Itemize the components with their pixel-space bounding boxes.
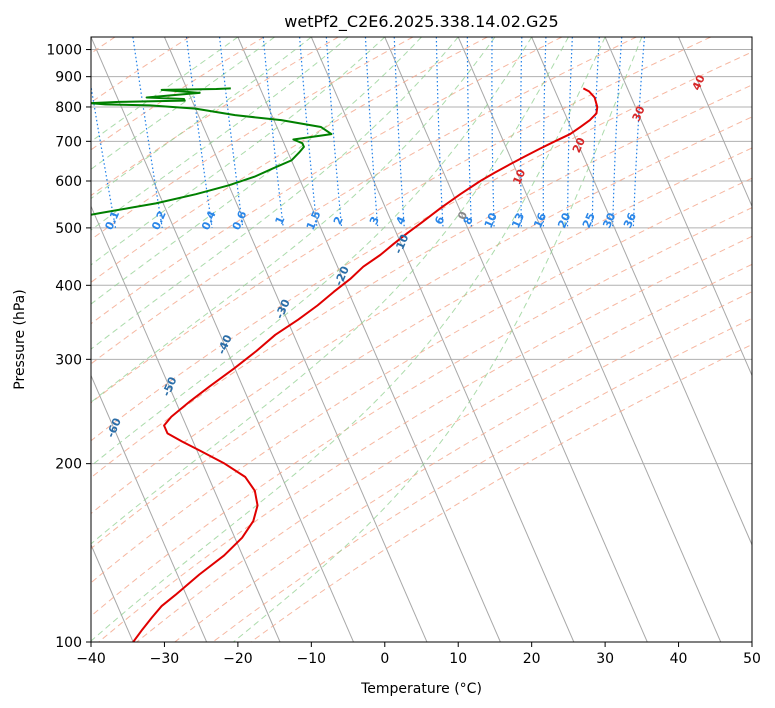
y-tick-label: 200	[55, 457, 82, 473]
x-axis-label: Temperature (°C)	[360, 681, 482, 697]
moist-adiabat-line	[91, 37, 496, 403]
moist-adiabat-line	[233, 37, 643, 642]
moist-adiabat-line	[91, 37, 239, 143]
isotherm-label: 10	[510, 167, 528, 187]
dry-adiabat-line	[91, 207, 752, 617]
x-tick-label: 40	[670, 651, 688, 667]
y-tick-label: 300	[55, 352, 82, 368]
y-tick-label: 900	[55, 70, 82, 86]
y-tick-label: 400	[55, 278, 82, 294]
moist-adiabat-line	[91, 37, 386, 266]
x-tick-label: −30	[150, 651, 180, 667]
mixing-ratio-label: 10	[482, 211, 500, 231]
mixing-ratio-label: 16	[531, 211, 549, 231]
y-tick-label: 800	[55, 100, 82, 116]
dry-adiabat-line	[91, 147, 752, 550]
isotherm-line	[678, 37, 752, 208]
dry-adiabat-line	[91, 37, 637, 365]
moist-adiabat-line	[91, 37, 533, 467]
dry-adiabat-line	[174, 291, 752, 642]
plot-frame	[90, 36, 753, 643]
mixing-ratio-line	[325, 37, 343, 228]
moist-adiabat-lines	[91, 37, 643, 642]
x-tick-label: 20	[523, 651, 541, 667]
x-tick-label: 0	[380, 651, 389, 667]
sounding-series	[91, 87, 599, 642]
mixing-ratio-label: 20	[555, 211, 573, 231]
dry-adiabat-line	[91, 177, 752, 584]
moist-adiabat-line	[91, 37, 459, 350]
mixing-ratio-lines	[91, 37, 646, 229]
mixing-ratio-line	[132, 37, 163, 228]
mixing-ratio-label: 13	[509, 211, 527, 230]
y-axis-label: Pressure (hPa)	[12, 289, 28, 389]
y-tick-label: 1000	[46, 43, 82, 59]
x-tick-label: 50	[743, 651, 761, 667]
moist-adiabat-line	[91, 37, 312, 200]
dry-adiabat-line	[98, 235, 752, 642]
isotherm-line	[163, 37, 428, 642]
plot-area: 0.10.20.40.611.52346810131620253036-100-…	[91, 37, 752, 642]
x-axis-ticks: −40 −30 −20 −10 0 10 20 30 40 50	[76, 642, 761, 667]
isotherm-label: 20	[570, 135, 588, 155]
mixing-ratio-label: 36	[621, 211, 639, 231]
dry-adiabat-line	[250, 343, 752, 642]
y-tick-label: 700	[55, 134, 82, 150]
mixing-ratio-line	[262, 37, 284, 228]
isotherm-label: 40	[690, 73, 708, 93]
x-tick-label: −40	[76, 651, 106, 667]
moist-adiabat-line	[91, 37, 569, 545]
moist-adiabat-line	[91, 37, 606, 642]
isotherm-line	[237, 37, 501, 642]
isotherm-line	[604, 37, 752, 377]
mixing-ratio-label: 25	[580, 211, 598, 230]
x-tick-label: 30	[596, 651, 614, 667]
isotherm-line	[384, 37, 648, 642]
x-tick-label: 10	[449, 651, 467, 667]
dry-adiabat-line	[91, 37, 339, 197]
mixing-ratio-label: 30	[600, 211, 618, 231]
y-tick-label: 600	[55, 174, 82, 190]
dry-adiabat-line	[91, 84, 752, 479]
moist-adiabat-line	[91, 37, 275, 170]
dry-adiabat-line	[91, 51, 752, 442]
mixing-ratio-line	[299, 37, 318, 228]
isotherm-line	[91, 205, 281, 642]
isotherm-line	[310, 37, 575, 642]
x-tick-label: −20	[223, 651, 253, 667]
isotherm-line	[91, 374, 208, 642]
isotherm-line	[457, 37, 722, 642]
x-tick-label: −10	[297, 651, 327, 667]
mixing-ratio-line	[185, 37, 213, 228]
isotherm-label: 30	[630, 104, 648, 124]
dry-adiabat-line	[91, 37, 712, 404]
dry-adiabat-line	[91, 37, 563, 325]
chart-title: wetPf2_C2E6.2025.338.14.02.G25	[284, 12, 558, 32]
y-tick-label: 500	[55, 221, 82, 237]
temperature-profile-line	[132, 87, 599, 642]
y-axis-ticks: 1000 900 800 700 600 500 400 300 200 100	[46, 43, 91, 651]
dry-adiabat-line	[212, 317, 752, 642]
dewpoint-profile-line	[91, 87, 333, 216]
isotherm-line	[531, 37, 752, 547]
y-tick-label: 100	[55, 635, 82, 651]
dry-adiabat-line	[91, 116, 752, 515]
mixing-ratio-line	[218, 37, 244, 228]
